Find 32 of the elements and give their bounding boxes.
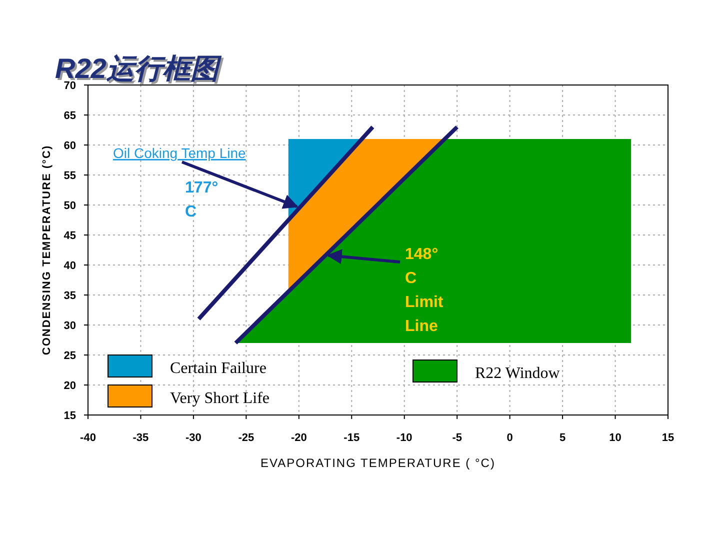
y-tick-label: 40 bbox=[64, 260, 76, 272]
text: 177° C bbox=[185, 180, 218, 221]
y-tick-label: 60 bbox=[64, 140, 76, 152]
y-tick-label: 55 bbox=[64, 170, 76, 182]
x-tick-label: 5 bbox=[559, 432, 566, 444]
x-axis-title: EVAPORATING TEMPERATURE ( °C) bbox=[260, 456, 496, 470]
legend-label: Certain Failure bbox=[170, 360, 266, 377]
x-tick-label: -30 bbox=[186, 432, 202, 444]
legend-label: Very Short Life bbox=[170, 390, 270, 407]
x-tick-label: -40 bbox=[80, 432, 96, 444]
x-tick-label: -35 bbox=[132, 432, 149, 444]
legend-label: R22 Window bbox=[475, 365, 560, 382]
y-tick-label: 20 bbox=[64, 380, 76, 392]
y-tick-label: 30 bbox=[64, 320, 76, 332]
x-tick-label: 15 bbox=[662, 432, 674, 444]
annotation: 148° C Limit Line bbox=[405, 246, 444, 335]
y-tick-label: 70 bbox=[64, 80, 76, 92]
y-tick-label: 15 bbox=[64, 410, 76, 422]
annotation: Oil Coking Temp Line bbox=[113, 145, 246, 161]
y-tick-label: 50 bbox=[64, 200, 76, 212]
x-tick-label: -15 bbox=[344, 432, 360, 444]
y-tick-label: 35 bbox=[64, 290, 76, 302]
x-tick-label: -20 bbox=[290, 432, 307, 444]
x-tick-label: 10 bbox=[609, 432, 622, 444]
x-tick-label: -10 bbox=[396, 432, 412, 444]
x-tick-label: 0 bbox=[506, 432, 513, 444]
y-axis-title: CONDENSING TEMPERATURE (°C) bbox=[41, 144, 53, 356]
y-tick-label: 65 bbox=[64, 110, 76, 122]
y-tick-label: 45 bbox=[64, 230, 76, 242]
y-tick-label: 25 bbox=[64, 350, 76, 362]
x-tick-label: -5 bbox=[452, 432, 462, 444]
x-tick-label: -25 bbox=[238, 432, 254, 444]
